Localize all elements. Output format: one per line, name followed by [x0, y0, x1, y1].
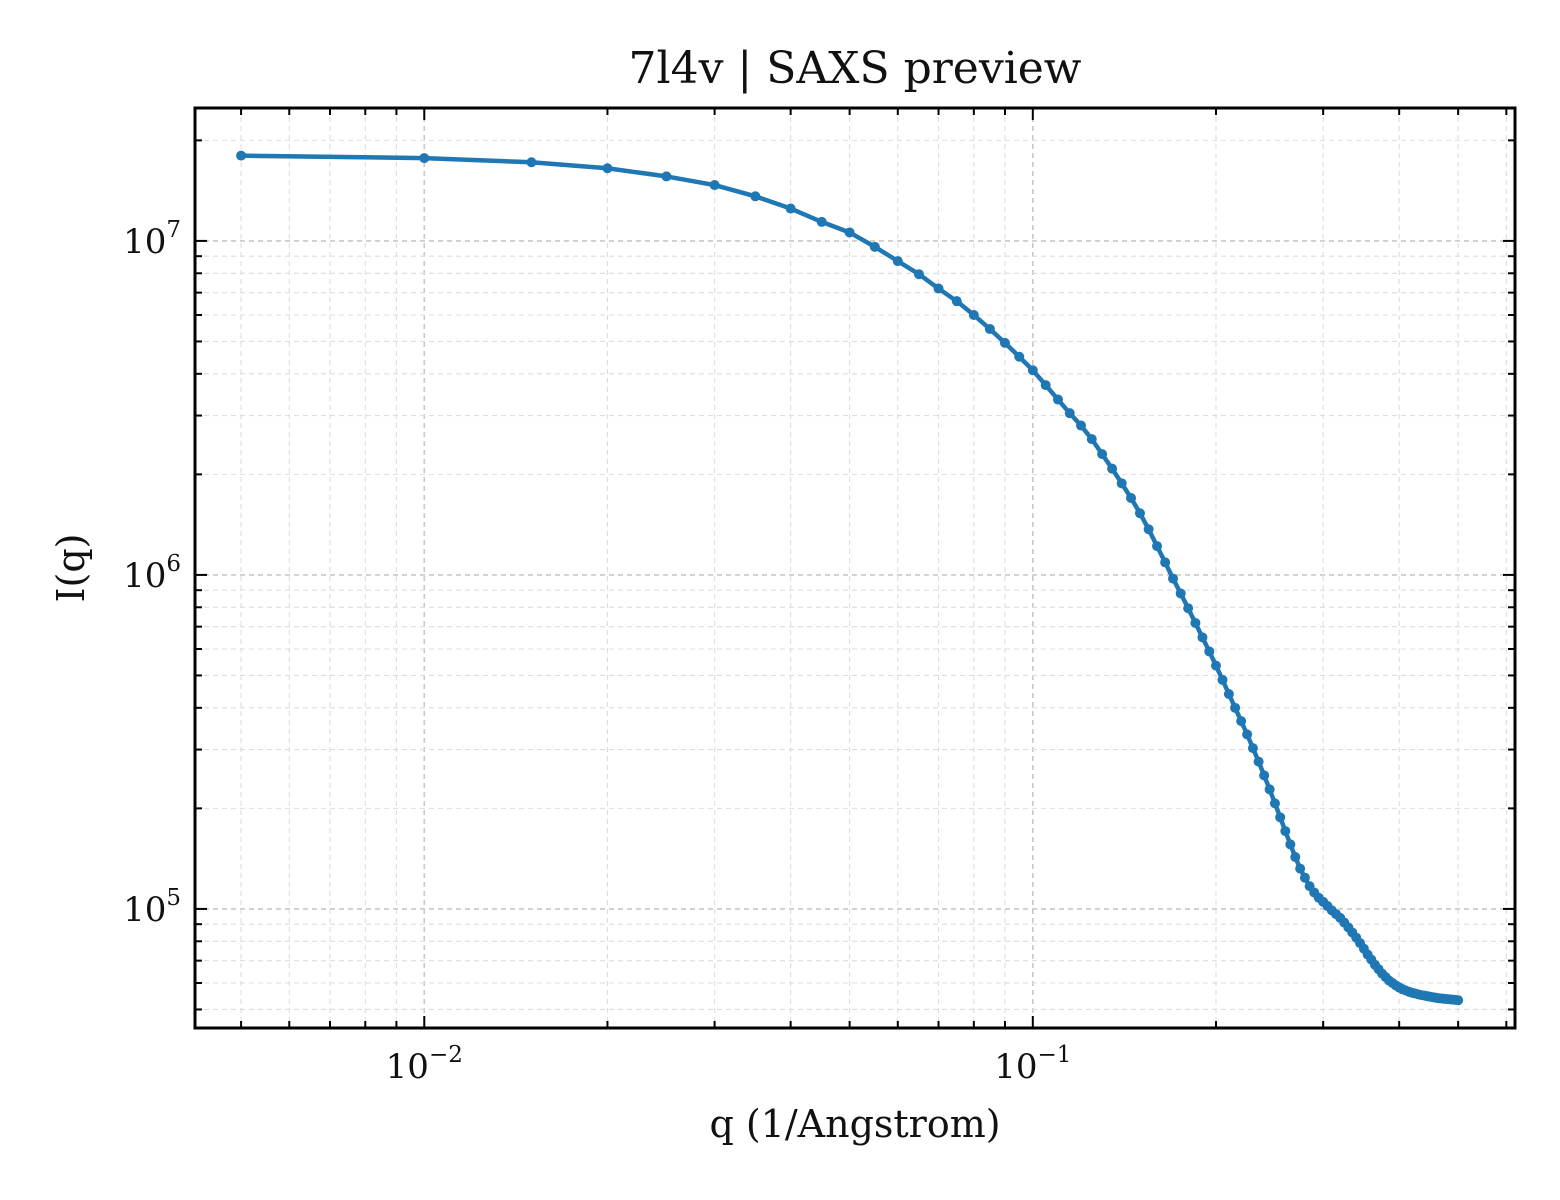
data-point	[1285, 839, 1296, 850]
data-point	[236, 150, 247, 161]
data-point	[1175, 588, 1186, 599]
data-point	[1134, 508, 1145, 519]
data-point	[419, 153, 430, 164]
data-point	[1190, 617, 1201, 628]
data-point	[1183, 603, 1194, 614]
data-point	[1075, 420, 1086, 431]
data-point	[1168, 573, 1179, 584]
data-point	[1097, 449, 1108, 460]
data-point	[1299, 872, 1310, 883]
plot-frame	[193, 106, 1517, 1030]
data-point	[1295, 863, 1306, 874]
data-point	[1086, 434, 1097, 445]
data-point	[526, 157, 537, 168]
data-point	[1247, 743, 1258, 754]
data-point	[1242, 729, 1253, 740]
y-tick-label: 106	[123, 551, 181, 596]
x-tick-label: 10−2	[386, 1042, 463, 1087]
x-tick-label: 10−1	[994, 1042, 1071, 1087]
data-point	[1275, 812, 1286, 823]
data-point	[1223, 689, 1234, 699]
data-point	[1152, 541, 1163, 552]
data-point	[602, 163, 613, 174]
data-point	[1259, 770, 1270, 781]
data-point	[709, 180, 720, 191]
data-point	[1107, 463, 1118, 474]
data-point	[984, 323, 995, 334]
data-point	[1160, 557, 1171, 568]
data-point	[1126, 492, 1136, 503]
data-point	[1217, 674, 1228, 685]
data-point	[933, 283, 944, 294]
chart-title: 7l4v | SAXS preview	[629, 43, 1082, 94]
data-point	[661, 171, 672, 182]
data-point	[1027, 365, 1038, 376]
data-point	[816, 216, 827, 227]
data-point	[892, 256, 903, 267]
data-point	[1204, 646, 1215, 657]
data-point	[1280, 826, 1291, 837]
data-point	[869, 241, 880, 252]
data-point	[1269, 798, 1280, 809]
data-point	[1052, 394, 1063, 405]
data-point	[1040, 380, 1051, 391]
data-point	[1290, 852, 1301, 863]
data-point	[1197, 632, 1208, 643]
data-point	[1143, 524, 1154, 535]
y-tick-label: 105	[123, 885, 181, 930]
x-axis-label: q (1/Angstrom)	[709, 1102, 1000, 1146]
data-point	[1264, 784, 1275, 795]
data-point	[1236, 716, 1247, 727]
grid	[195, 108, 1515, 1028]
data-point	[785, 203, 796, 214]
data-point	[844, 227, 855, 238]
ticks: 10−2 10−1 105 106 107	[123, 108, 1515, 1087]
data-point	[750, 191, 761, 202]
data-point	[913, 269, 924, 280]
data-point	[1210, 660, 1221, 671]
data-point	[1453, 995, 1464, 1006]
data-point	[999, 337, 1010, 348]
series-layer	[236, 150, 1464, 1006]
data-point	[1230, 702, 1241, 713]
data-point	[951, 296, 962, 307]
data-point	[968, 310, 979, 321]
y-tick-label: 107	[123, 217, 181, 262]
data-point	[1253, 756, 1264, 767]
data-point	[1116, 478, 1127, 489]
data-point	[1064, 408, 1075, 419]
data-point	[1014, 351, 1025, 362]
y-axis-label: I(q)	[49, 534, 93, 603]
